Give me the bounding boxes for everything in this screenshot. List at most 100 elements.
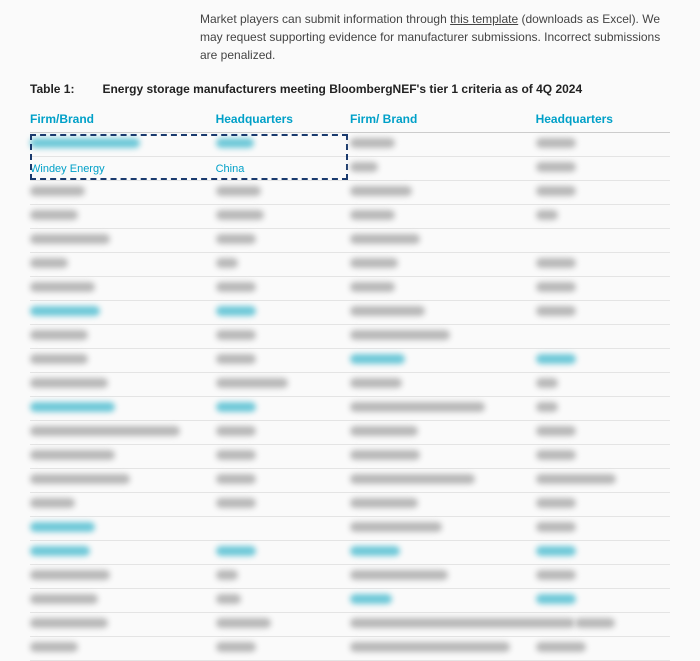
hq-cell (216, 354, 350, 367)
firm-cell (350, 210, 536, 223)
table-row (30, 493, 350, 517)
blurred-text (30, 426, 180, 436)
blurred-text (216, 498, 256, 508)
blurred-text (536, 426, 576, 436)
firm-cell (350, 642, 536, 655)
table-row (30, 517, 350, 541)
table-row (350, 445, 670, 469)
intro-paragraph: Market players can submit information th… (200, 10, 670, 64)
table-row (350, 253, 670, 277)
blurred-text (350, 138, 395, 148)
blurred-text (536, 258, 576, 268)
firm-cell (30, 522, 216, 535)
hq-cell (536, 402, 670, 415)
blurred-text (30, 282, 95, 292)
table-row (30, 301, 350, 325)
blurred-text (350, 450, 420, 460)
blurred-text (30, 498, 75, 508)
blurred-text (536, 306, 576, 316)
hq-cell (216, 306, 350, 319)
firm-cell (350, 402, 536, 415)
table-row (30, 133, 350, 157)
table-row (350, 301, 670, 325)
hq-cell (216, 594, 350, 607)
blurred-text (536, 138, 576, 148)
firm-cell (30, 330, 216, 343)
blurred-text (216, 282, 256, 292)
blurred-text (536, 498, 576, 508)
blurred-text (216, 546, 256, 556)
blurred-text (350, 186, 412, 196)
blurred-text (30, 330, 88, 340)
table-row (350, 517, 670, 541)
table-row (350, 469, 670, 493)
blurred-text (30, 618, 108, 628)
blurred-text (30, 354, 88, 364)
hq-cell (536, 186, 670, 199)
header-hq: Headquarters (216, 112, 350, 126)
table-row (350, 133, 670, 157)
table-row (350, 229, 670, 253)
blurred-text (30, 594, 98, 604)
hq-cell (216, 570, 350, 583)
firm-cell (350, 378, 536, 391)
table-row (30, 445, 350, 469)
table-row (30, 637, 350, 661)
header-firm: Firm/Brand (30, 112, 216, 126)
firm-cell: Windey Energy (30, 163, 216, 175)
blurred-text (536, 402, 558, 412)
firm-cell (350, 330, 536, 343)
firm-cell (30, 450, 216, 463)
blurred-text (350, 618, 575, 628)
firm-cell (350, 258, 536, 271)
firm-cell (30, 234, 216, 247)
blurred-text (216, 474, 256, 484)
firm-cell (350, 426, 536, 439)
header-row-left: Firm/Brand Headquarters (30, 106, 350, 133)
template-link[interactable]: this template (450, 12, 518, 26)
blurred-text (30, 642, 78, 652)
table-row (30, 205, 350, 229)
firm-cell (350, 282, 536, 295)
table-row (350, 373, 670, 397)
blurred-text (350, 258, 398, 268)
hq-cell (216, 402, 350, 415)
table-row (350, 541, 670, 565)
blurred-text (216, 450, 256, 460)
blurred-text (30, 186, 85, 196)
firm-cell (30, 186, 216, 199)
blurred-text (30, 306, 100, 316)
firm-cell (30, 618, 216, 631)
blurred-text (30, 234, 110, 244)
hq-cell (216, 546, 350, 559)
firm-cell (30, 282, 216, 295)
table-row (30, 589, 350, 613)
blurred-text (536, 282, 576, 292)
blurred-text (350, 282, 395, 292)
firm-cell (350, 474, 536, 487)
firm-cell (30, 402, 216, 415)
blurred-text (30, 450, 115, 460)
blurred-text (216, 402, 256, 412)
left-column: Firm/Brand Headquarters Windey EnergyChi… (30, 106, 350, 661)
blurred-text (30, 522, 95, 532)
table-row (30, 181, 350, 205)
table-row (350, 325, 670, 349)
firm-cell (30, 306, 216, 319)
blurred-text (350, 162, 378, 172)
table-row (30, 349, 350, 373)
hq-cell (216, 378, 350, 391)
table-row (30, 565, 350, 589)
table-columns: Firm/Brand Headquarters Windey EnergyChi… (30, 106, 670, 661)
blurred-text (350, 306, 425, 316)
hq-cell (536, 306, 670, 319)
hq-cell (216, 498, 350, 511)
blurred-text (216, 642, 256, 652)
hq-cell (536, 546, 670, 559)
blurred-text (350, 570, 448, 580)
hq-cell (536, 642, 670, 655)
header-firm2: Firm/ Brand (350, 112, 536, 126)
blurred-text (536, 546, 576, 556)
blurred-text (536, 162, 576, 172)
firm-cell (30, 354, 216, 367)
